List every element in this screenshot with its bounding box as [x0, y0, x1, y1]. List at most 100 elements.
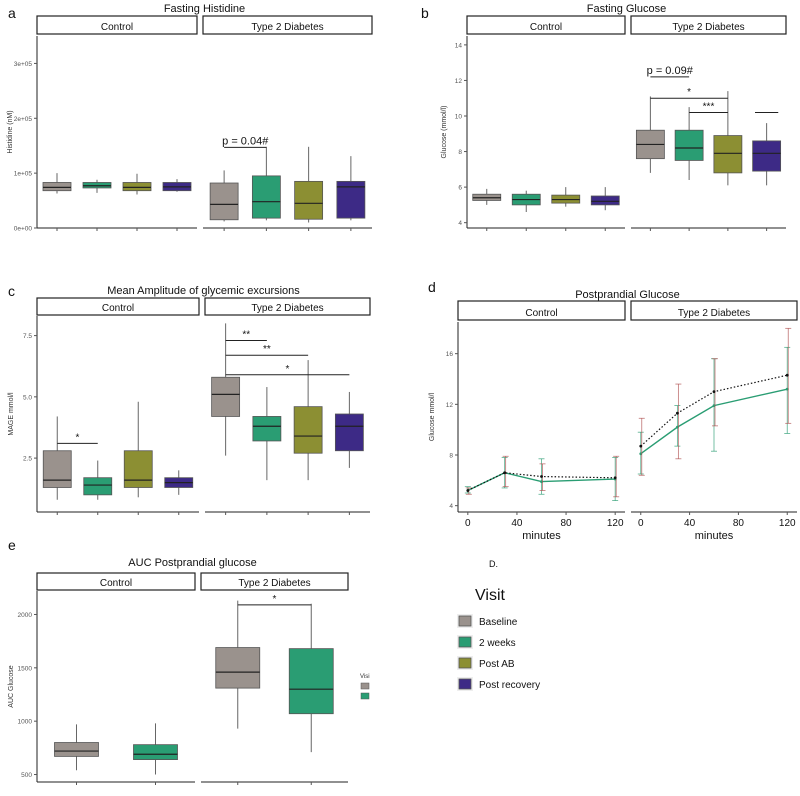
facet-strip-label-e-1: Type 2 Diabetes [238, 578, 310, 589]
chart-title-c: Mean Amplitude of glycemic excursions [107, 285, 300, 297]
chart-title-d: Postprandial Glucose [575, 289, 680, 301]
facet-strip-label-a-1: Type 2 Diabetes [251, 22, 323, 33]
mini-legend-swatch-2weeks [360, 692, 370, 700]
facet-strip-a-0 [36, 15, 198, 35]
annotation-label-c-2: ** [263, 344, 271, 355]
y-tick-label-a-1: 1e+05 [14, 171, 33, 178]
series-point-d-1-1-1 [675, 411, 679, 415]
x-axis-label-d-0: minutes [522, 530, 561, 542]
series-point-d-1-1-2 [712, 390, 716, 394]
box-body-c-1-2 [293, 406, 323, 454]
box-body-e-1-1 [288, 648, 334, 715]
y-tick-label-b-3: 10 [455, 114, 463, 121]
legend-label-2: Post AB [479, 659, 515, 670]
box-body-a-1-2 [294, 180, 324, 220]
box-body-e-1-0 [215, 647, 261, 689]
box-body-a-1-3 [336, 180, 366, 219]
series-line-d-1-solid [640, 388, 788, 455]
series-point-d-0-1-0 [466, 489, 470, 492]
series-point-d-0-1-2 [540, 475, 543, 478]
box-body-b-1-1 [674, 129, 704, 161]
y-tick-label-a-0: 0e+00 [14, 226, 33, 233]
chart-title-a: Fasting Histidine [164, 3, 245, 15]
facet-strip-label-d-0: Control [525, 308, 557, 319]
y-tick-label-a-3: 3e+05 [14, 61, 33, 68]
series-line-d-1-dotted [640, 374, 788, 447]
series-point-d-1-1-3 [785, 373, 789, 377]
legend-swatch-1 [458, 636, 472, 648]
x-tick-label-d-1-2: 80 [733, 518, 745, 529]
facet-strip-a-1 [202, 15, 373, 35]
annotation-label-a-0: p = 0.04# [222, 135, 269, 147]
box-body-a-1-1 [251, 175, 281, 219]
y-tick-label-b-2: 8 [458, 149, 462, 156]
facet-strip-label-e-0: Control [100, 578, 132, 589]
y-tick-label-c-2: 7.5 [23, 333, 32, 340]
x-tick-label-d-0-3: 120 [607, 518, 624, 529]
legend-swatch-0 [458, 615, 472, 627]
annotation-label-c-3: * [286, 364, 290, 375]
facet-strip-label-b-1: Type 2 Diabetes [672, 22, 744, 33]
facet-strip-c-1 [204, 297, 371, 316]
box-body-a-0-2 [122, 182, 152, 192]
box-body-a-0-0 [42, 182, 72, 192]
legend-title: Visit [475, 587, 505, 604]
y-axis-label-e: AUC Glucose [8, 665, 15, 708]
box-body-c-0-1 [83, 477, 113, 496]
box-body-e-0-0 [54, 742, 99, 757]
annotation-label-c-0: * [76, 432, 80, 443]
facet-strip-label-c-0: Control [102, 303, 134, 314]
x-tick-label-d-0-2: 80 [560, 518, 572, 529]
y-tick-label-b-1: 6 [458, 185, 462, 192]
facet-strip-b-0 [466, 15, 626, 35]
chart-title-e: AUC Postprandial glucose [128, 557, 256, 569]
annotation-label-c-1: ** [242, 330, 250, 341]
box-body-a-1-0 [209, 182, 239, 221]
annotation-label-b-1: * [687, 87, 691, 98]
legend-label-1: 2 weeks [479, 638, 516, 649]
y-tick-label-b-4: 12 [455, 78, 463, 85]
legend-swatch-3 [458, 678, 472, 690]
panel-letter-c: c [8, 283, 15, 299]
box-body-b-0-3 [590, 195, 620, 206]
legend-label-3: Post recovery [479, 680, 540, 691]
caption-d: D. [489, 559, 498, 569]
facet-strip-d-1 [630, 300, 798, 321]
series-point-d-1-1-0 [639, 444, 643, 448]
panel-letter-a: a [8, 5, 16, 21]
panel-letter-d: d [428, 279, 436, 295]
mini-legend-title: Visi [360, 674, 370, 680]
series-line-d-0-solid [467, 471, 616, 492]
y-tick-label-b-0: 4 [458, 220, 462, 227]
box-body-c-1-1 [252, 416, 282, 442]
y-tick-label-d-3: 16 [446, 351, 454, 358]
facet-strip-b-1 [630, 15, 787, 35]
y-tick-label-c-0: 2.5 [23, 456, 32, 463]
y-axis-label-a: Histidine (nM) [7, 110, 14, 153]
y-tick-label-e-2: 1500 [18, 665, 33, 672]
x-axis-label-d-1: minutes [695, 530, 734, 542]
x-tick-label-d-1-3: 120 [779, 518, 796, 529]
box-body-b-1-2 [713, 135, 743, 174]
y-tick-label-d-1: 8 [449, 453, 453, 460]
chart-title-b: Fasting Glucose [587, 3, 666, 15]
y-tick-label-c-1: 5.0 [23, 394, 32, 401]
box-body-c-1-0 [211, 376, 241, 417]
y-axis-label-d: Glucose mmol/l [429, 392, 436, 441]
facet-strip-label-c-1: Type 2 Diabetes [251, 303, 323, 314]
series-point-d-0-1-3 [613, 476, 617, 480]
y-axis-label-c: MAGE mmol/l [8, 392, 15, 436]
mini-legend-swatch-baseline [360, 682, 370, 690]
box-body-c-0-0 [42, 450, 72, 488]
x-tick-label-d-1-0: 0 [638, 518, 644, 529]
box-body-c-0-2 [123, 450, 153, 488]
chart-layer: Fasting Histidine Control Type 2 Diabetes 0… [7, 3, 798, 785]
y-tick-label-d-0: 4 [449, 503, 453, 510]
y-tick-label-e-0: 500 [21, 772, 32, 779]
box-body-b-1-3 [752, 140, 782, 172]
x-tick-label-d-1-1: 40 [684, 518, 696, 529]
y-tick-label-d-2: 12 [446, 402, 454, 409]
legend-swatch-2 [458, 657, 472, 669]
facet-strip-label-a-0: Control [101, 22, 133, 33]
